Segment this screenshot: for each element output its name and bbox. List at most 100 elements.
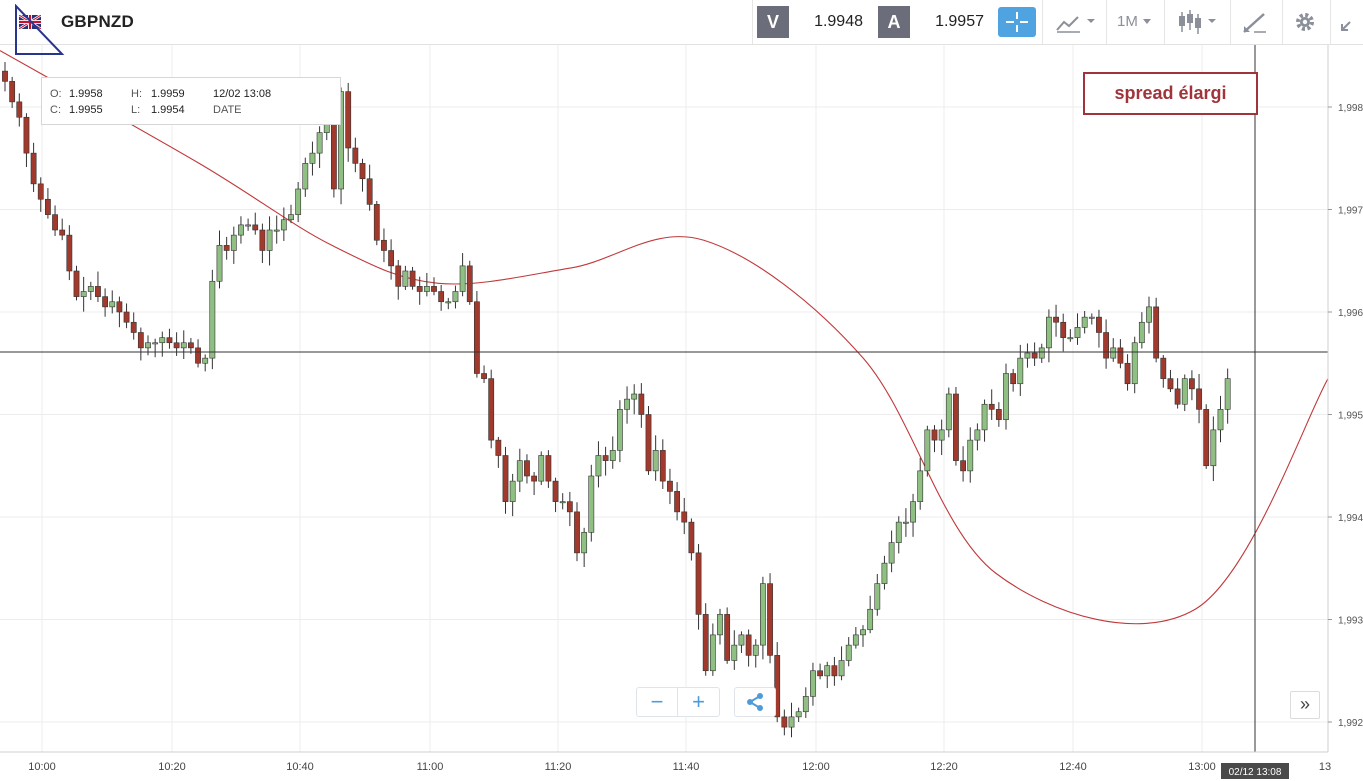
candle-body — [80, 291, 87, 297]
candle-body — [781, 716, 788, 728]
candle-body — [188, 342, 194, 349]
candle-body — [609, 450, 616, 461]
candle-body — [917, 470, 924, 502]
y-tick-label: 1,997 — [1338, 206, 1363, 217]
candle-body — [295, 188, 302, 215]
candle-body — [1017, 357, 1024, 385]
open-label: O: — [50, 88, 62, 100]
x-tick-label: 12:40 — [1059, 761, 1087, 773]
candle-body — [595, 455, 602, 477]
candle-body — [524, 460, 530, 477]
candle-body — [366, 178, 373, 205]
candle-body — [945, 393, 952, 431]
drawing-tools-button[interactable] — [1240, 8, 1270, 36]
zoom-out-button[interactable]: − — [636, 687, 678, 717]
candle-body — [431, 286, 437, 292]
price-chart[interactable]: 1,99561,99551,994802/12 13:08 1,998 1,997… — [0, 45, 1363, 781]
candle-body — [102, 296, 108, 308]
spread-annotation[interactable]: spread élargi — [1083, 72, 1258, 115]
chart-canvas[interactable]: 1,99561,99551,994802/12 13:08 1,998 1,997… — [0, 45, 1363, 781]
candle-body — [745, 634, 752, 656]
candle-body — [159, 337, 166, 344]
candle-body — [824, 665, 831, 677]
candle-body — [438, 291, 445, 303]
candle-body — [652, 450, 659, 472]
instrument-symbol[interactable]: GBPNZD — [61, 12, 134, 31]
candle-body — [373, 204, 380, 241]
buy-button[interactable]: A — [878, 6, 910, 38]
candle-body — [459, 265, 466, 292]
candle-body — [302, 163, 309, 190]
toolbar-divider — [1164, 0, 1165, 44]
buy-price[interactable]: 1.9957 — [910, 6, 992, 38]
candle-body — [166, 337, 173, 344]
x-tick-label: 12:00 — [802, 761, 830, 773]
candlestick-icon — [1179, 10, 1216, 34]
share-button[interactable] — [734, 687, 776, 717]
candle-body — [466, 265, 473, 303]
candle-body — [888, 542, 895, 564]
candle-body — [695, 552, 702, 615]
candle-body — [481, 373, 487, 379]
candle-body — [817, 670, 823, 677]
candle-body — [1117, 347, 1124, 364]
candle-body — [52, 214, 58, 231]
chart-type-icon — [1056, 16, 1095, 33]
candle-body — [116, 301, 123, 313]
candle-body — [538, 455, 545, 482]
candle-body — [1138, 321, 1145, 344]
zoom-in-button[interactable]: + — [678, 687, 720, 717]
timeframe-select[interactable]: 1M — [1117, 8, 1157, 36]
y-tick-label: 1,998 — [1338, 103, 1363, 114]
candle-body — [352, 147, 359, 164]
candle-style-button[interactable] — [1176, 8, 1222, 36]
low-value: 1.9954 — [151, 104, 185, 116]
y-tick-label: 1,992 — [1338, 718, 1363, 729]
candle-body — [731, 644, 738, 661]
chart-type-button[interactable] — [1054, 8, 1100, 36]
candle-body — [359, 163, 366, 180]
sell-price[interactable]: 1.9948 — [789, 6, 871, 38]
candle-body — [245, 224, 251, 227]
candle-body — [688, 521, 695, 554]
candle-body — [123, 311, 130, 323]
candle-body — [259, 229, 266, 251]
candle-body — [252, 224, 259, 231]
toolbar-divider — [1106, 0, 1107, 44]
candle-body — [874, 583, 881, 610]
x-tick-label: 11:40 — [673, 761, 700, 773]
y-tick-label: 1,995 — [1338, 411, 1363, 422]
candle-body — [545, 455, 552, 482]
candle-body — [1060, 321, 1067, 338]
candle-body — [1053, 316, 1059, 323]
candle-body — [767, 583, 773, 656]
x-tick-label: 13 — [1319, 761, 1331, 773]
candle-body — [902, 521, 909, 524]
low-label: L: — [131, 104, 141, 116]
candle-body — [338, 91, 344, 190]
candle-body — [509, 480, 516, 502]
crosshair-button[interactable] — [998, 7, 1036, 37]
close-label: C: — [50, 104, 61, 116]
candle-body — [717, 614, 723, 636]
candle-body — [566, 501, 573, 513]
candle-body — [1203, 409, 1210, 467]
scroll-right-button[interactable]: » — [1290, 691, 1320, 719]
candle-body — [1167, 378, 1174, 390]
x-tick-label: 12:20 — [930, 761, 958, 773]
settings-button[interactable] — [1290, 8, 1320, 36]
sell-button[interactable]: V — [757, 6, 789, 38]
crosshair-time-bg — [1221, 763, 1289, 779]
candle-body — [280, 219, 287, 231]
candle-body — [1081, 316, 1088, 328]
candle-body — [37, 183, 44, 200]
candle-body — [1074, 327, 1081, 338]
candle-body — [860, 629, 866, 636]
candle-body — [552, 480, 559, 502]
triangle-drawing[interactable] — [10, 4, 70, 60]
candle-body — [895, 521, 902, 543]
candle-body — [473, 301, 480, 374]
candle-body — [309, 152, 316, 164]
fullscreen-button[interactable] — [1338, 8, 1363, 36]
candle-body — [831, 665, 838, 677]
